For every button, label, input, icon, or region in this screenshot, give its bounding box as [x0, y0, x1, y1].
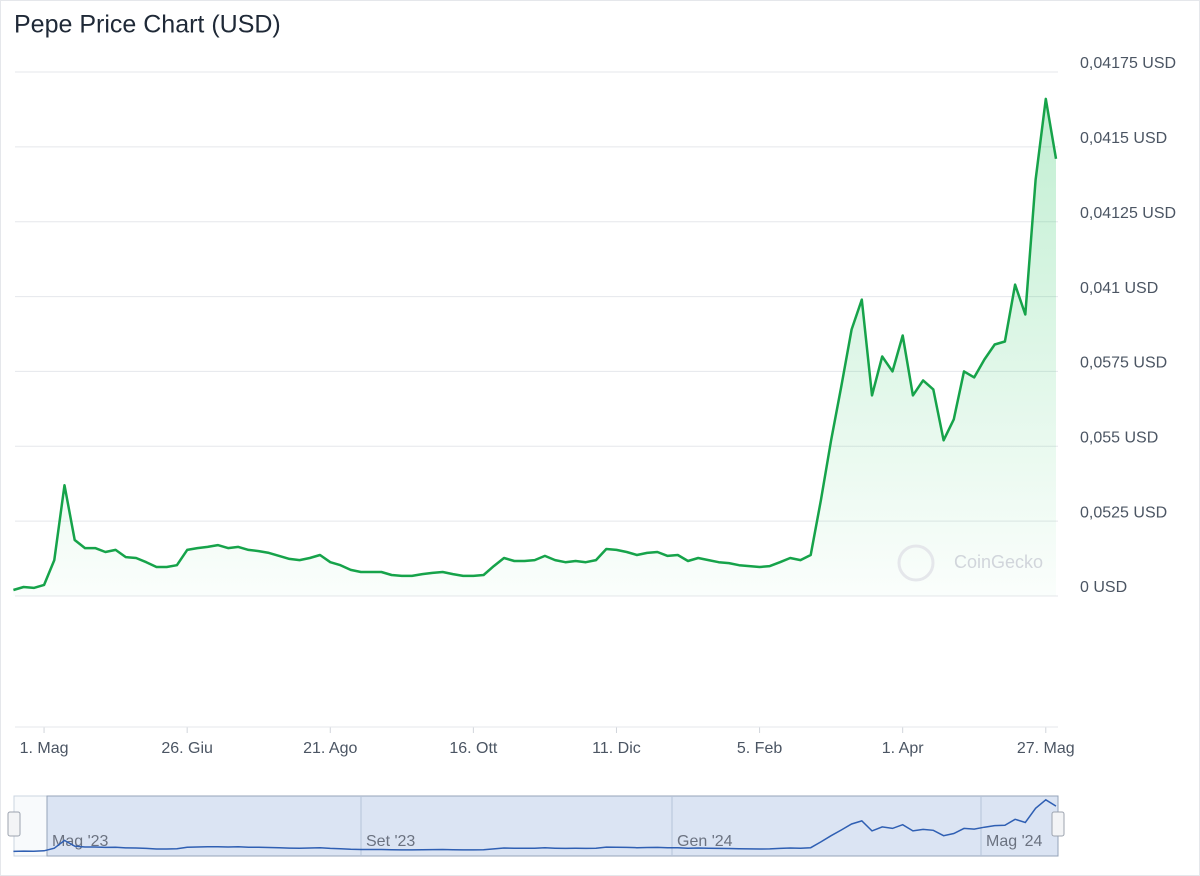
x-tick-label: 1. Mag	[20, 740, 69, 757]
y-tick-label: 0,0415 USD	[1080, 130, 1167, 147]
x-tick-label: 1. Apr	[882, 740, 924, 757]
price-area	[13, 98, 1056, 597]
x-tick-label: 27. Mag	[1017, 740, 1075, 757]
watermark-logo	[897, 544, 935, 582]
navigator-label: Mag '23	[52, 833, 109, 850]
x-tick-label: 11. Dic	[592, 740, 641, 757]
plot	[13, 97, 1058, 597]
navigator-label: Set '23	[366, 833, 415, 850]
y-tick-label: 0,04125 USD	[1080, 205, 1176, 222]
navigator-line	[13, 798, 1057, 853]
navigator-handle[interactable]	[1051, 811, 1065, 837]
y-tick-label: 0 USD	[1080, 579, 1127, 596]
x-tick-label: 5. Feb	[737, 740, 782, 757]
watermark: CoinGecko	[954, 552, 1043, 572]
price-line	[13, 97, 1058, 592]
navigator-label: Gen '24	[677, 833, 733, 850]
x-tick-label: 26. Giu	[161, 740, 213, 757]
navigator-series	[13, 798, 1057, 853]
y-tick-label: 0,055 USD	[1080, 430, 1158, 447]
y-tick-label: 0,0575 USD	[1080, 355, 1167, 372]
navigator: Mag '23 Set '23 Gen '24 Mag '24	[7, 795, 1065, 857]
y-tick-label: 0,0525 USD	[1080, 504, 1167, 521]
y-tick-label: 0,041 USD	[1080, 280, 1158, 297]
chart-title: Pepe Price Chart (USD)	[14, 11, 281, 39]
navigator-label: Mag '24	[986, 833, 1043, 850]
navigator-handle[interactable]	[7, 811, 21, 837]
x-tick-label: 16. Ott	[449, 740, 498, 757]
y-tick-label: 0,04175 USD	[1080, 55, 1176, 72]
x-tick-label: 21. Ago	[303, 740, 357, 757]
